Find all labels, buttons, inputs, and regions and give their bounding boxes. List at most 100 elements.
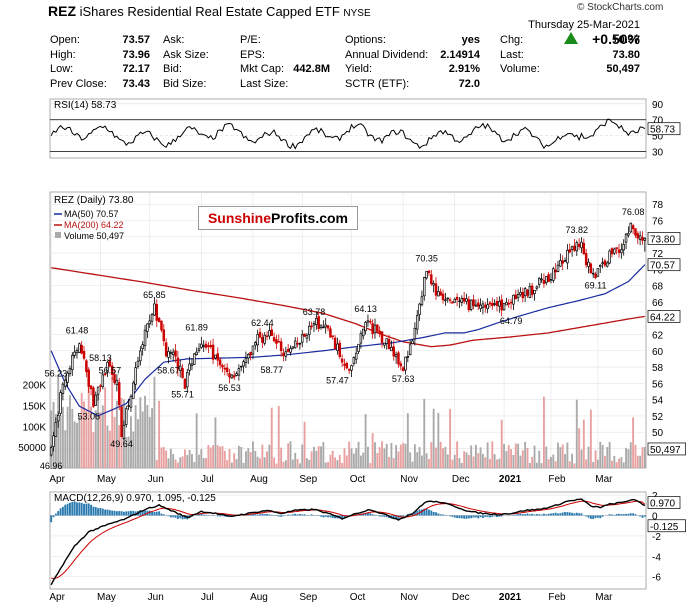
x-axis-label: Oct bbox=[350, 474, 366, 485]
price-tick-label: 50 bbox=[652, 428, 664, 439]
candle-body bbox=[641, 237, 644, 241]
macd-histogram-bar bbox=[261, 513, 264, 516]
macd-histogram-bar bbox=[172, 515, 175, 518]
candle-body bbox=[521, 291, 525, 299]
volume-bar bbox=[212, 445, 215, 468]
macd-histogram-bar bbox=[456, 515, 459, 518]
rsi-line bbox=[50, 118, 646, 150]
logo-part3: .com bbox=[315, 210, 349, 226]
candle-body bbox=[155, 304, 159, 321]
quote-value: 73.96 bbox=[122, 48, 150, 61]
volume-bar bbox=[542, 396, 545, 468]
quote-date: Thursday 25-Mar-2021 bbox=[528, 19, 640, 31]
price-annotation: 61.89 bbox=[185, 322, 208, 332]
candle-body bbox=[333, 337, 337, 350]
macd-histogram-bar bbox=[533, 514, 536, 516]
candle-body bbox=[446, 297, 449, 300]
candle-body bbox=[350, 365, 353, 371]
candle-body bbox=[202, 345, 205, 347]
volume-bar bbox=[423, 398, 426, 468]
x-axis-label: Apr bbox=[49, 474, 65, 485]
candle-body bbox=[371, 323, 374, 335]
candle-body bbox=[462, 297, 466, 302]
candle-body bbox=[380, 331, 384, 344]
macd-histogram-bar bbox=[575, 512, 578, 516]
candle-body bbox=[242, 361, 245, 367]
volume-bar bbox=[69, 395, 71, 468]
volume-bar bbox=[397, 451, 400, 468]
volume-bar bbox=[491, 441, 494, 468]
candle-body bbox=[357, 343, 360, 352]
volume-bar bbox=[371, 433, 374, 468]
volume-bar bbox=[228, 449, 231, 468]
candle-body bbox=[545, 276, 548, 284]
macd-histogram-bar bbox=[219, 515, 222, 517]
macd-histogram-bar bbox=[435, 512, 437, 516]
macd-histogram-bar bbox=[132, 510, 135, 516]
price-annotation: 64.13 bbox=[354, 304, 377, 314]
candle-body bbox=[251, 345, 255, 355]
candle-body bbox=[535, 286, 539, 289]
candle-body bbox=[61, 383, 65, 394]
volume-bar bbox=[385, 443, 388, 468]
candle-body bbox=[354, 352, 358, 360]
price-annotation: 76.08 bbox=[622, 207, 645, 217]
candle-body bbox=[516, 294, 520, 298]
candle-body bbox=[580, 241, 583, 249]
volume-bar bbox=[503, 443, 505, 468]
volume-bar bbox=[362, 452, 365, 468]
quote-value: +0.37 bbox=[612, 34, 640, 46]
volume-bar bbox=[524, 441, 527, 468]
candle-body bbox=[594, 273, 597, 278]
volume-bar bbox=[425, 453, 428, 468]
candle-body bbox=[448, 299, 452, 301]
candle-body bbox=[286, 348, 290, 352]
ma50-line bbox=[50, 264, 646, 417]
macd-histogram-bar bbox=[547, 513, 550, 516]
volume-bar bbox=[564, 454, 566, 468]
x-axis-label: 2021 bbox=[499, 474, 522, 485]
exchange: NYSE bbox=[343, 8, 371, 19]
candle-body bbox=[458, 300, 461, 303]
macd-histogram-bar bbox=[601, 515, 604, 517]
volume-bar bbox=[409, 452, 412, 468]
macd-histogram-bar bbox=[287, 514, 290, 516]
volume-bar bbox=[214, 417, 217, 468]
candle-body bbox=[148, 320, 151, 325]
last-price-label-box bbox=[647, 232, 681, 245]
macd-histogram-bar bbox=[223, 515, 226, 517]
x-axis-label: Mar bbox=[595, 474, 613, 485]
volume-bar bbox=[636, 455, 639, 468]
candle-body bbox=[183, 378, 187, 389]
volume-bar bbox=[104, 387, 107, 468]
macd-histogram-bar bbox=[153, 512, 156, 516]
volume-bar bbox=[92, 432, 95, 468]
macd-histogram-bar bbox=[542, 513, 545, 516]
macd-histogram-bar bbox=[500, 515, 503, 517]
volume-bar bbox=[336, 460, 339, 468]
candle-body bbox=[631, 225, 635, 230]
macd-histogram-bar bbox=[430, 510, 433, 516]
macd-x-axis-label: Oct bbox=[350, 592, 366, 603]
candle-body bbox=[570, 246, 574, 250]
macd-histogram-bar bbox=[155, 511, 158, 516]
volume-bar bbox=[195, 413, 198, 468]
candle-body bbox=[338, 342, 342, 357]
candle-body bbox=[486, 304, 489, 310]
rsi-tick-label: 50 bbox=[652, 132, 664, 143]
candle-body bbox=[181, 368, 184, 378]
volume-bar bbox=[179, 457, 182, 468]
candle-body bbox=[476, 302, 480, 307]
macd-histogram-bar bbox=[327, 515, 329, 518]
volume-bar bbox=[594, 450, 597, 468]
macd-histogram-bar bbox=[256, 514, 259, 516]
candle-body bbox=[502, 302, 506, 311]
candle-body bbox=[364, 321, 367, 332]
volume-bar bbox=[437, 412, 440, 468]
macd-histogram-bar bbox=[526, 513, 529, 516]
volume-bar bbox=[465, 452, 468, 468]
macd-hist-label-group: -0.125 bbox=[647, 519, 686, 533]
volume-bar bbox=[406, 413, 409, 468]
volume-bar bbox=[280, 447, 283, 468]
